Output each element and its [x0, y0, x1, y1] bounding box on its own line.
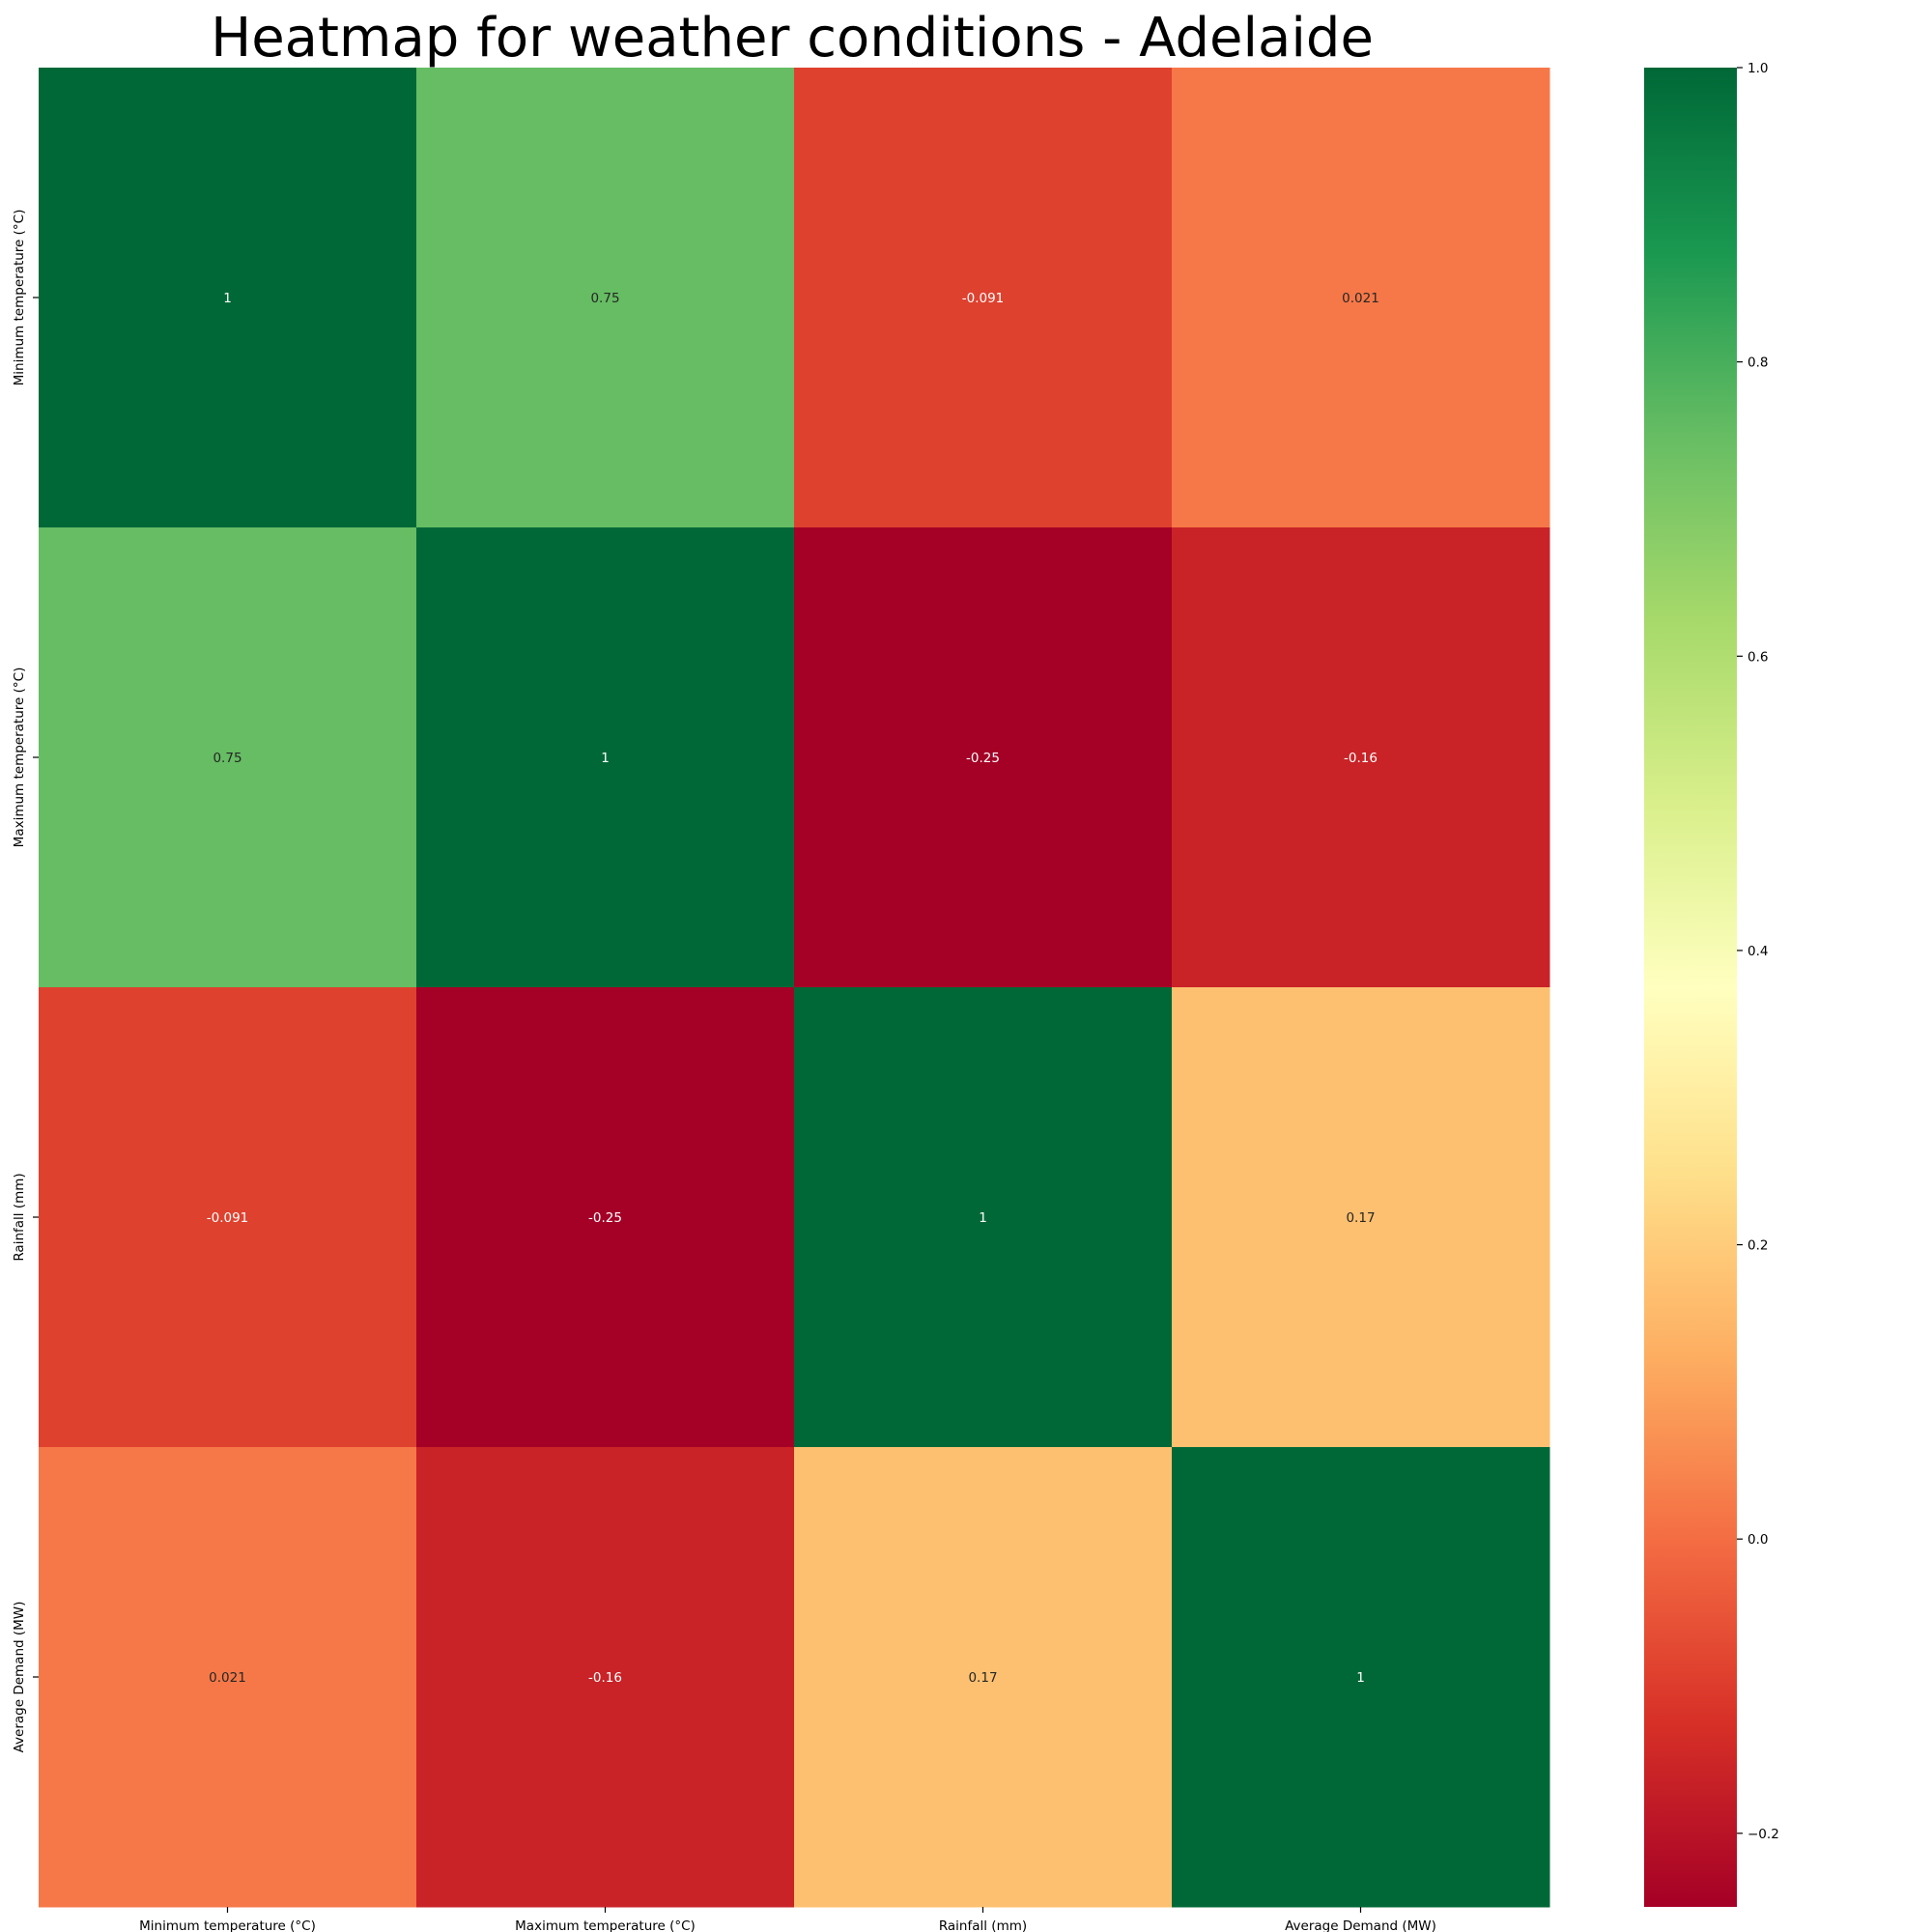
y-axis: Minimum temperature (°C) Maximum temperat… — [12, 210, 39, 1753]
cell-value-label-r1-c3: -0.16 — [1344, 751, 1378, 766]
cell-value-label-r0-c1: 0.75 — [590, 291, 619, 306]
heatmap-cell-r2-c2 — [794, 987, 1173, 1448]
cell-value-label-r2-c0: -0.091 — [207, 1210, 249, 1226]
heatmap-cell-r0-c2 — [794, 68, 1173, 528]
heatmap-cell-r2-c0 — [39, 987, 417, 1448]
cell-value-label-r3-c3: 1 — [1356, 1670, 1365, 1686]
heatmap-cell-r3-c0 — [39, 1447, 417, 1908]
y-tick-label-0: Minimum temperature (°C) — [12, 210, 27, 386]
heatmap-cell-r1-c0 — [39, 527, 417, 988]
cell-value-label-r0-c0: 1 — [223, 291, 232, 306]
colorbar-gradient — [1644, 68, 1737, 1907]
heatmap-cell-r3-c3 — [1172, 1447, 1550, 1908]
cell-value-label-r3-c1: -0.16 — [588, 1670, 622, 1686]
cell-value-label-r0-c3: 0.021 — [1342, 291, 1379, 306]
y-tick-label-2: Rainfall (mm) — [12, 1173, 27, 1261]
cell-value-label-r2-c1: -0.25 — [588, 1210, 622, 1226]
heatmap-cell-r0-c1 — [416, 68, 795, 528]
heatmap-cell-r1-c2 — [794, 527, 1173, 988]
colorbar-tick-label-3: 0.4 — [1747, 944, 1768, 959]
x-tick-label-2: Rainfall (mm) — [939, 1918, 1027, 1932]
x-tick-label-0: Minimum temperature (°C) — [139, 1918, 316, 1932]
cell-value-label-r1-c0: 0.75 — [213, 751, 242, 766]
colorbar-tick-label-5: 0.8 — [1747, 355, 1768, 371]
heatmap-cell-r0-c0 — [39, 68, 417, 528]
heatmap-cell-r2-c1 — [416, 987, 795, 1448]
cell-value-label-r1-c2: -0.25 — [966, 751, 1000, 766]
chart-title: Heatmap for weather conditions - Adelaid… — [211, 7, 1374, 70]
colorbar-tick-label-1: 0.0 — [1747, 1532, 1768, 1548]
x-tick-label-3: Average Demand (MW) — [1285, 1918, 1436, 1932]
colorbar-tick-label-4: 0.6 — [1747, 649, 1768, 665]
cell-value-label-r2-c2: 1 — [979, 1210, 987, 1226]
cell-value-label-r3-c0: 0.021 — [209, 1670, 246, 1686]
heatmap-cell-r1-c1 — [416, 527, 795, 988]
y-tick-label-3: Average Demand (MW) — [12, 1602, 27, 1753]
x-tick-label-1: Maximum temperature (°C) — [515, 1918, 696, 1932]
heatmap-cell-labels: 1 0.75 -0.091 0.021 0.75 1 -0.25 -0.16 -0.091 -0.… — [207, 291, 1379, 1686]
heatmap-cells — [39, 68, 1550, 1908]
y-tick-label-1: Maximum temperature (°C) — [12, 668, 27, 848]
heatmap-cell-r2-c3 — [1172, 987, 1550, 1448]
colorbar-tick-label-2: 0.2 — [1747, 1238, 1768, 1254]
heatmap-cell-r3-c1 — [416, 1447, 795, 1908]
colorbar: −0.2 0.0 0.2 0.4 0.6 0.8 1.0 — [1644, 61, 1779, 1907]
heatmap-cell-r1-c3 — [1172, 527, 1550, 988]
heatmap-cell-r0-c3 — [1172, 68, 1550, 528]
cell-value-label-r0-c2: -0.091 — [962, 291, 1005, 306]
cell-value-label-r1-c1: 1 — [601, 751, 610, 766]
x-axis: Minimum temperature (°C) Maximum temperat… — [139, 1907, 1436, 1932]
colorbar-tick-label-0: −0.2 — [1747, 1827, 1779, 1842]
colorbar-tick-label-6: 1.0 — [1747, 61, 1768, 76]
cell-value-label-r3-c2: 0.17 — [968, 1670, 997, 1686]
heatmap-cell-r3-c2 — [794, 1447, 1173, 1908]
cell-value-label-r2-c3: 0.17 — [1346, 1210, 1375, 1226]
